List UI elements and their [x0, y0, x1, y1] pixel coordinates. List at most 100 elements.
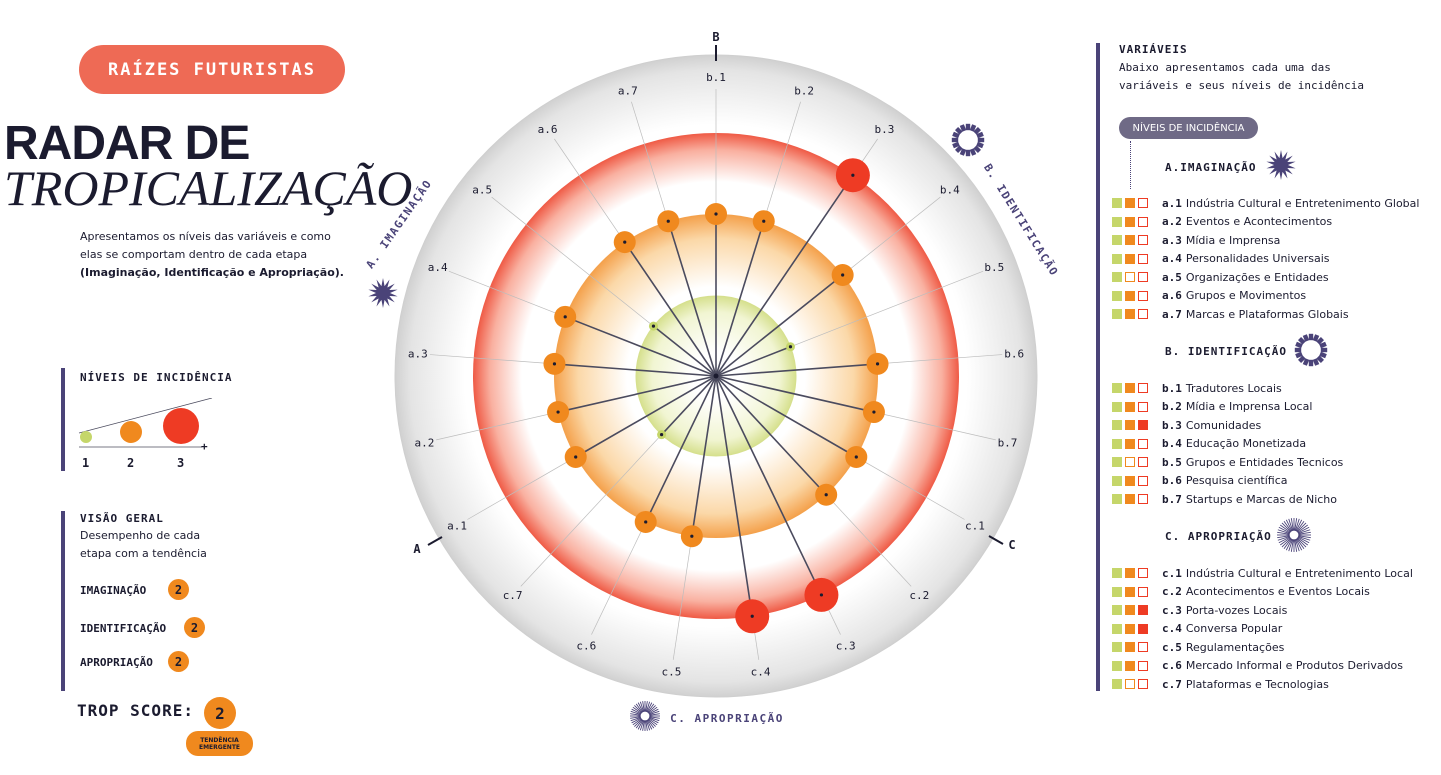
trop-score-label: TROP SCORE:: [77, 701, 194, 720]
level-square-1: [1112, 383, 1122, 393]
axis-label-b.5: b.5: [984, 261, 1004, 274]
level-square-2: [1125, 605, 1135, 615]
variable-code: c.2: [1162, 585, 1182, 598]
level-square-1: [1112, 235, 1122, 245]
sun-ray: [634, 719, 642, 727]
level-square-3: [1138, 457, 1148, 467]
axis-label-b.4: b.4: [940, 184, 960, 197]
spoke-c.2: [715, 375, 827, 496]
level-square-3: [1138, 586, 1148, 597]
level-square-1: [1112, 623, 1122, 634]
level-square-2: [1125, 586, 1135, 597]
axis-label-a.3: a.3: [408, 348, 428, 361]
level-square-2: [1125, 568, 1135, 578]
section-c-icon: [1277, 518, 1311, 552]
ring-dash: [1297, 355, 1306, 364]
radar-labels: a.1 a.2 a.3 a.4 a.5 a.6 a.7 b.1 b.2 b.3 b.4 b.5 b.6 b…: [408, 71, 1024, 679]
dot-center-b.4: [841, 273, 845, 277]
variable-label: Grupos e Movimentos: [1185, 289, 1307, 302]
level-square-1: [1112, 401, 1122, 412]
overview-badge-apropriacao: 2: [168, 651, 189, 672]
sun-ray: [1297, 522, 1307, 532]
trop-tag-line1: TENDÊNCIA: [200, 736, 239, 744]
sun-ray: [1290, 518, 1294, 531]
dot-center-a.1: [574, 455, 578, 459]
level-square-3: [1138, 642, 1148, 652]
sun-ray: [630, 713, 641, 716]
intro-regular: Apresentamos os níveis das variáveis e c…: [80, 230, 331, 261]
level-square-2: [1125, 290, 1135, 301]
ring-dash: [1308, 333, 1314, 341]
overview-label-identificacao: IDENTIFICAÇÃO: [80, 622, 167, 635]
variable-label: Mídia e Imprensa Local: [1185, 400, 1313, 413]
sun-ray: [1298, 535, 1311, 539]
section-title-b: B. IDENTIFICAÇÃO: [1165, 345, 1287, 358]
sun-ray: [1295, 519, 1303, 531]
sun-ray: [1297, 538, 1307, 548]
variable-row-c.6: c.6 Mercado Informal e Produtos Derivados: [1112, 658, 1403, 674]
sun-ray: [1277, 531, 1290, 535]
variable-label: Indústria Cultural e Entretenimento Glob…: [1185, 196, 1420, 210]
level-square-2: [1125, 401, 1135, 412]
level-square-1: [1112, 586, 1122, 597]
sun-ray: [631, 717, 641, 724]
level-square-1: [1112, 420, 1122, 430]
page-title-line2: TROPICALIZAÇÃO: [4, 160, 413, 216]
ring-dash: [1295, 351, 1303, 359]
spoke-a.1: [575, 375, 717, 458]
sector-label-b: B: [712, 30, 719, 44]
level-square-1: [1112, 494, 1122, 504]
axis-label-b.7: b.7: [998, 437, 1018, 450]
sun-ray: [1298, 526, 1310, 534]
level-square-2: [1125, 438, 1135, 449]
variable-label: Plataformas e Tecnologias: [1185, 677, 1329, 691]
sun-ray: [630, 716, 641, 719]
ring-dash: [954, 145, 963, 154]
ring-dash: [1297, 336, 1306, 345]
level-square-1: [1112, 475, 1122, 486]
legend-dot-1: [80, 431, 92, 443]
level-square-1: [1112, 660, 1122, 671]
level-square-3: [1138, 475, 1148, 486]
level-square-3: [1138, 272, 1148, 282]
spoke-a.5: [652, 325, 717, 377]
section-title-a: A.IMAGINAÇÃO: [1165, 161, 1257, 174]
tick-c: [988, 535, 1004, 545]
dot-center-a.6: [623, 240, 627, 244]
variable-row-c.4: c.4 Conversa Popular: [1112, 621, 1282, 637]
legend-title: NÍVEIS DE INCIDÊNCIA: [80, 371, 233, 384]
ring-dash: [951, 137, 959, 143]
sun-ray: [639, 701, 644, 712]
spoke-a.2: [557, 375, 717, 413]
dot-center-c.1: [854, 455, 858, 459]
spoke-b.3: [715, 174, 854, 377]
variable-row-a.4: a.4 Personalidades Universais: [1112, 251, 1330, 267]
level-square-2: [1125, 272, 1135, 282]
variable-row-b.1: b.1 Tradutores Locais: [1112, 380, 1282, 396]
axis-label-c.7: c.7: [503, 589, 523, 602]
trop-tag-line2: EMERGENTE: [198, 743, 241, 751]
level-square-3: [1138, 309, 1148, 319]
variable-label: Regulamentações: [1185, 640, 1285, 654]
radar-center: [713, 373, 719, 379]
ring-dash: [952, 131, 960, 139]
variable-label: Personalidades Universais: [1185, 252, 1330, 265]
variable-row-c.3: c.3 Porta-vozes Locais: [1112, 602, 1287, 618]
sun-ray: [646, 702, 653, 712]
level-square-2: [1125, 198, 1135, 208]
level-square-1: [1112, 568, 1122, 578]
variable-row-c.5: c.5 Regulamentações: [1112, 639, 1284, 655]
level-square-2: [1125, 679, 1135, 689]
variable-code: a.1: [1162, 196, 1182, 210]
sun-ray: [649, 716, 660, 719]
ring-dash: [1316, 355, 1325, 364]
variable-label: Pesquisa científica: [1185, 474, 1288, 487]
level-square-3: [1138, 660, 1148, 671]
sector-name-c: C. APROPRIAÇÃO: [670, 712, 784, 725]
dot-center-b.1: [714, 212, 718, 216]
variable-label: Comunidades: [1185, 418, 1262, 432]
sun-ray: [648, 718, 658, 726]
variable-code: c.4: [1162, 622, 1182, 635]
level-square-3: [1138, 198, 1148, 208]
level-square-3: [1138, 235, 1148, 245]
